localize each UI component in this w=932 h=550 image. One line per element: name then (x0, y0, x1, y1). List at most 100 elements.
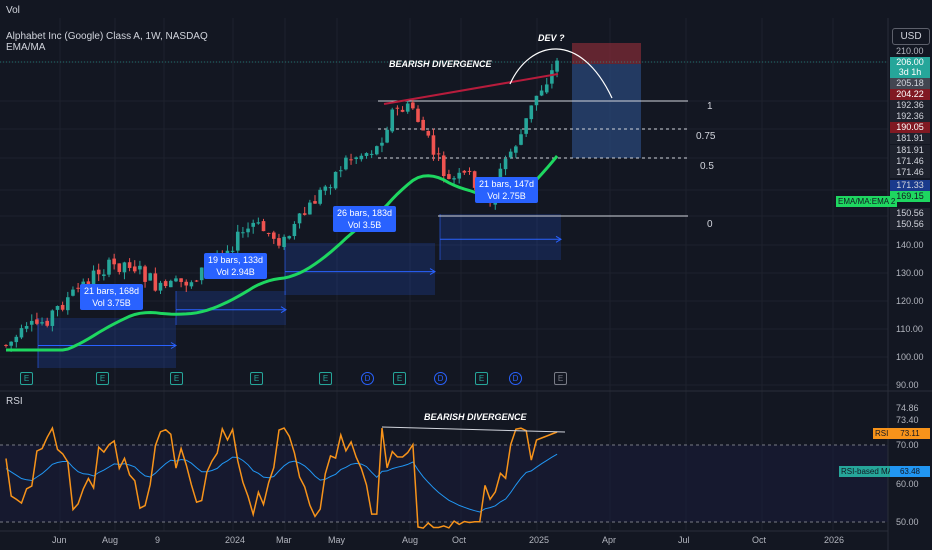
candle-body[interactable] (452, 178, 456, 180)
candle-body[interactable] (514, 146, 518, 153)
candle-body[interactable] (328, 187, 333, 189)
rsi-divergence-trendline[interactable] (381, 426, 566, 433)
candle-body[interactable] (395, 107, 400, 109)
candle-body[interactable] (344, 157, 348, 170)
candle-body[interactable] (405, 103, 410, 112)
candle-body[interactable] (112, 258, 116, 265)
candle-body[interactable] (24, 326, 29, 329)
candle-body[interactable] (169, 280, 173, 288)
candle-body[interactable] (143, 266, 147, 282)
earnings-marker[interactable]: E (475, 372, 488, 385)
range-label[interactable]: 21 bars, 147d Vol 2.75B (475, 177, 539, 203)
candle-body[interactable] (338, 170, 343, 172)
candle-body[interactable] (86, 281, 91, 286)
earnings-marker[interactable]: E (96, 372, 109, 385)
candle-body[interactable] (9, 341, 13, 346)
candle-body[interactable] (539, 90, 544, 96)
candle-body[interactable] (261, 221, 266, 232)
candle-body[interactable] (153, 273, 158, 291)
candle-body[interactable] (40, 322, 44, 324)
candle-body[interactable] (282, 236, 286, 248)
candle-body[interactable] (122, 262, 127, 273)
candle-body[interactable] (163, 281, 168, 287)
candle-body[interactable] (441, 155, 446, 177)
dev-note[interactable]: DEV ? (538, 33, 565, 43)
candle-body[interactable] (66, 297, 70, 311)
candle-body[interactable] (179, 278, 183, 282)
candle-body[interactable] (431, 135, 436, 155)
candle-body[interactable] (390, 109, 395, 132)
candle-body[interactable] (529, 105, 534, 120)
candle-body[interactable] (447, 174, 451, 179)
bearish-divergence-rsi-note[interactable]: BEARISH DIVERGENCE (424, 412, 527, 422)
candle-body[interactable] (194, 280, 199, 282)
candle-body[interactable] (132, 266, 137, 272)
candle-body[interactable] (50, 310, 55, 326)
candle-body[interactable] (117, 263, 122, 272)
dividend-marker[interactable]: D (434, 372, 447, 385)
candle-body[interactable] (400, 109, 405, 112)
candle-body[interactable] (246, 228, 250, 233)
candle-body[interactable] (256, 222, 261, 224)
candle-body[interactable] (550, 70, 554, 84)
ema-line[interactable] (6, 155, 559, 352)
earnings-marker[interactable]: E (20, 372, 33, 385)
candle-body[interactable] (19, 328, 24, 338)
short-position-target-zone[interactable] (572, 64, 641, 158)
candle-body[interactable] (96, 269, 101, 275)
candle-body[interactable] (55, 306, 60, 310)
currency-button[interactable]: USD (892, 28, 930, 45)
candle-body[interactable] (385, 129, 389, 143)
candle-body[interactable] (359, 155, 364, 160)
candle-body[interactable] (457, 172, 461, 179)
range-label[interactable]: 19 bars, 133d Vol 2.94B (204, 253, 268, 279)
candle-body[interactable] (302, 213, 307, 215)
candle-body[interactable] (462, 170, 467, 173)
candle-body[interactable] (4, 344, 8, 346)
candle-body[interactable] (76, 287, 80, 289)
candle-body[interactable] (503, 158, 508, 170)
dev-arc[interactable] (509, 48, 613, 99)
date-range-box[interactable] (38, 318, 176, 368)
candle-body[interactable] (467, 170, 472, 172)
date-range-box[interactable] (176, 291, 286, 325)
candle-body[interactable] (60, 304, 65, 310)
candle-body[interactable] (313, 201, 317, 204)
rsi-pane-title[interactable]: RSI (6, 396, 23, 407)
earnings-marker[interactable]: E (319, 372, 332, 385)
range-label[interactable]: 21 bars, 168d Vol 3.75B (80, 284, 144, 310)
candle-body[interactable] (380, 142, 384, 146)
candle-body[interactable] (292, 224, 297, 237)
rsi-line[interactable] (5, 425, 558, 529)
candle-body[interactable] (272, 232, 276, 239)
candle-body[interactable] (297, 213, 302, 224)
bearish-divergence-price-note[interactable]: BEARISH DIVERGENCE (389, 59, 492, 69)
candle-body[interactable] (107, 259, 111, 275)
candle-body[interactable] (71, 289, 75, 296)
range-label[interactable]: 26 bars, 183d Vol 3.5B (333, 206, 397, 232)
candle-body[interactable] (29, 320, 34, 325)
candle-body[interactable] (416, 108, 420, 122)
candle-body[interactable] (472, 171, 477, 188)
candle-body[interactable] (436, 153, 441, 155)
candle-body[interactable] (369, 153, 374, 155)
candle-body[interactable] (230, 250, 235, 252)
candle-body[interactable] (421, 119, 425, 131)
candle-body[interactable] (235, 231, 240, 251)
candle-body[interactable] (14, 336, 19, 343)
candle-body[interactable] (519, 134, 523, 145)
candle-body[interactable] (349, 159, 353, 161)
candle-body[interactable] (333, 171, 338, 189)
rsi-ma-line[interactable] (5, 453, 558, 513)
candle-body[interactable] (411, 102, 415, 109)
candle-body[interactable] (199, 267, 204, 281)
earnings-marker[interactable]: E (393, 372, 406, 385)
candle-body[interactable] (158, 282, 163, 291)
candle-body[interactable] (184, 281, 189, 286)
dividend-marker[interactable]: D (361, 372, 374, 385)
candle-body[interactable] (174, 278, 178, 282)
candle-body[interactable] (127, 262, 132, 268)
candle-body[interactable] (251, 222, 255, 227)
earnings-marker[interactable]: E (554, 372, 567, 385)
